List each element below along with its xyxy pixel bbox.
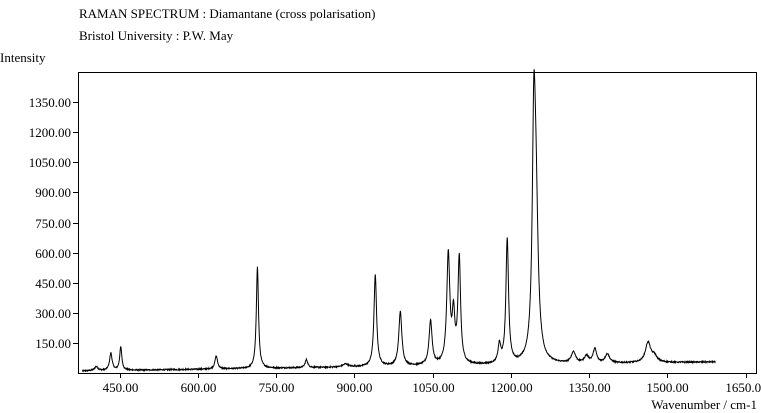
y-tick-label: 1050.00 bbox=[29, 155, 71, 170]
y-tick-label: 900.00 bbox=[35, 185, 71, 200]
y-tick-label: 450.00 bbox=[35, 276, 71, 291]
x-tick-label: 450.00 bbox=[103, 380, 139, 395]
x-axis: 450.00 600.00 750.00 900.00 1050.00 1200.00 13… bbox=[103, 373, 761, 395]
x-axis-label: Wavenumber / cm-1 bbox=[651, 397, 757, 412]
plot-frame bbox=[78, 72, 757, 374]
x-tick-label: 750.00 bbox=[259, 380, 295, 395]
x-tick-label: 1350.00 bbox=[568, 380, 610, 395]
y-tick-label: 600.00 bbox=[35, 246, 71, 261]
x-tick-label: 600.00 bbox=[181, 380, 217, 395]
x-tick-label: 1650.00 bbox=[725, 380, 761, 395]
y-tick-label: 300.00 bbox=[35, 306, 71, 321]
x-tick-label: 1050.00 bbox=[412, 380, 454, 395]
y-tick-label: 1200.00 bbox=[29, 125, 71, 140]
y-tick-label: 1350.00 bbox=[29, 95, 71, 110]
spectrum-line bbox=[81, 69, 716, 373]
x-tick-label: 1500.00 bbox=[646, 380, 688, 395]
y-tick-label: 150.00 bbox=[35, 336, 71, 351]
chart-subtitle: Bristol University : P.W. May bbox=[79, 28, 234, 43]
x-tick-label: 1200.00 bbox=[490, 380, 532, 395]
y-axis: 150.00 300.00 450.00 600.00 750.00 900.00 1050… bbox=[29, 95, 78, 351]
chart-title: RAMAN SPECTRUM : Diamantane (cross polar… bbox=[79, 6, 376, 21]
y-axis-label: Intensity bbox=[0, 50, 46, 65]
x-tick-label: 900.00 bbox=[337, 380, 373, 395]
y-tick-label: 750.00 bbox=[35, 216, 71, 231]
